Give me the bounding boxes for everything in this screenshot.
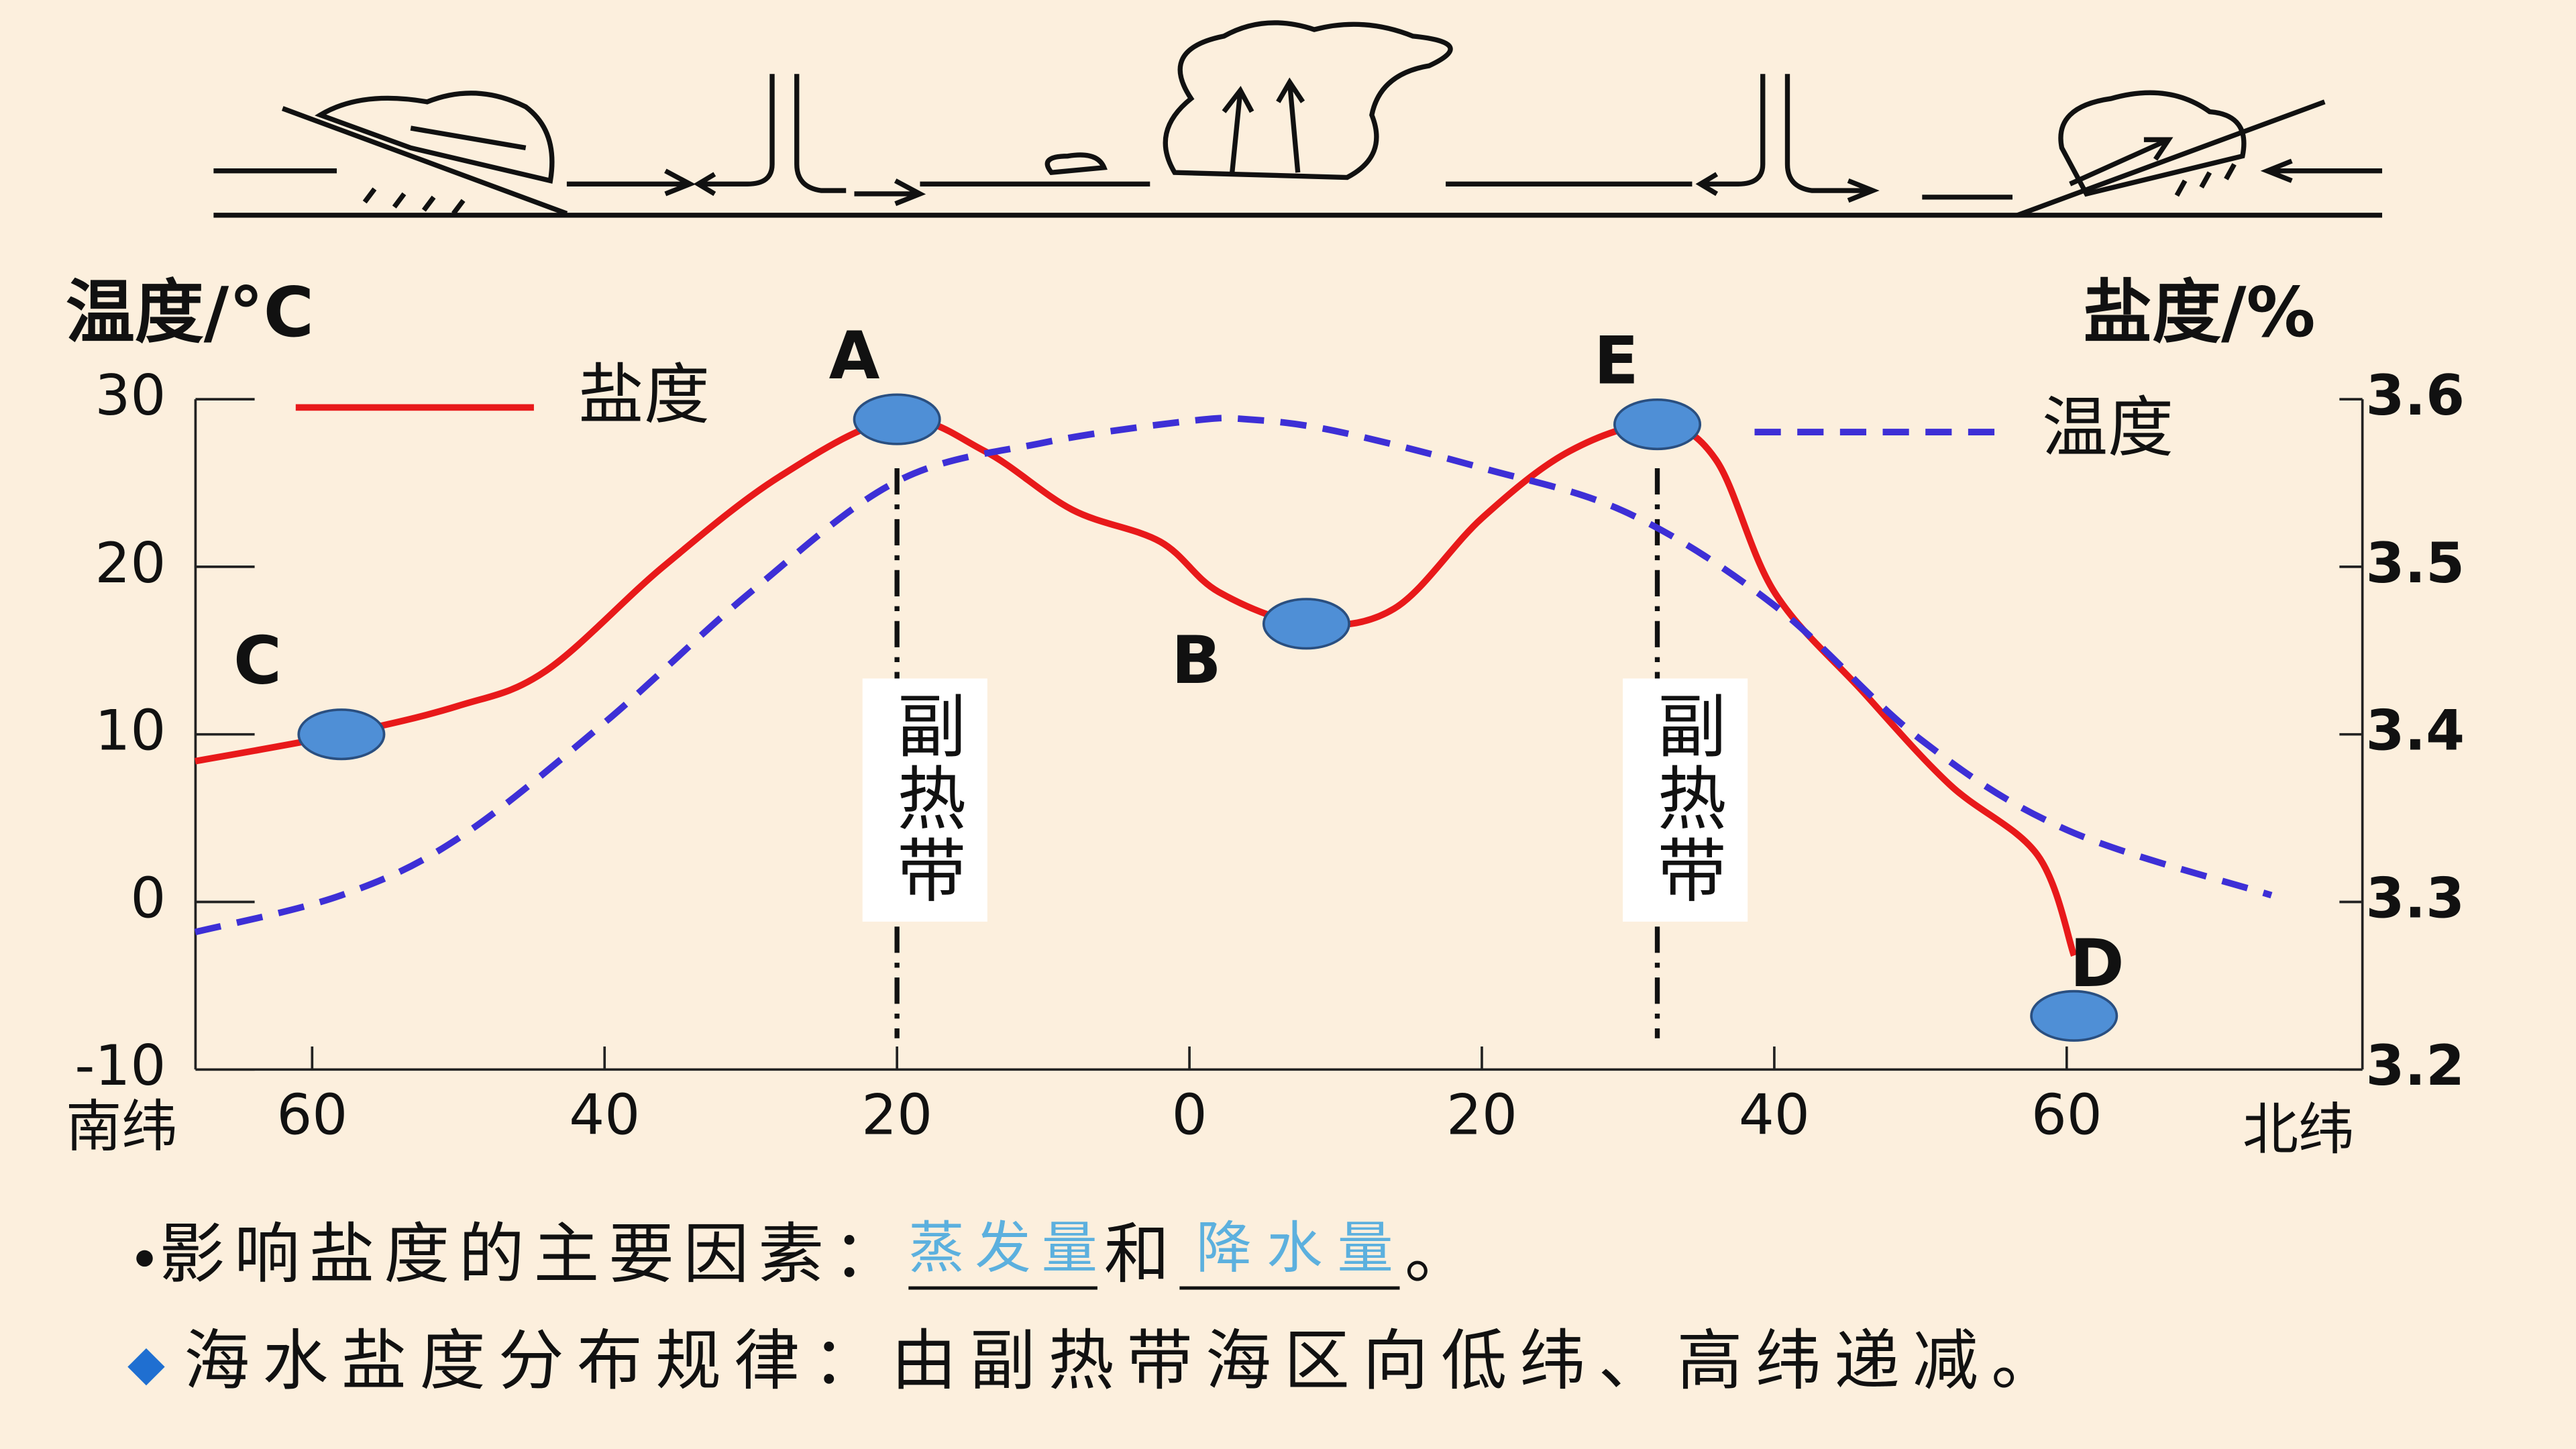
y2-tick-label: 3.6 <box>2366 363 2465 428</box>
x-tick-label: 20 <box>861 1083 932 1148</box>
point-label: A <box>829 318 880 394</box>
point-marker <box>2030 989 2118 1042</box>
y-tick-label: 0 <box>130 865 166 930</box>
x-tick-label: 0 <box>1172 1083 1208 1148</box>
point-marker <box>1613 398 1702 451</box>
subtropic-label: 副热带 <box>1646 690 1725 907</box>
x-tick-label: 40 <box>1739 1083 1810 1148</box>
point-label: D <box>2070 926 2124 1002</box>
y-tick-label: -10 <box>74 1033 166 1098</box>
series-line <box>194 415 2273 936</box>
note-text: 和 <box>1104 1216 1170 1293</box>
bullet <box>136 1250 153 1267</box>
x-tick-label: 40 <box>569 1083 640 1148</box>
circulation-illustration <box>213 20 2383 218</box>
legend-label: 盐度 <box>578 357 710 433</box>
x-tick-label: 60 <box>2031 1083 2102 1148</box>
y2-tick-label: 3.4 <box>2366 698 2465 763</box>
y2-tick-label: 3.3 <box>2366 865 2465 930</box>
point-label: C <box>233 623 282 700</box>
x-tick-label: 60 <box>276 1083 347 1148</box>
label-box <box>1623 678 1748 922</box>
point-label: E <box>1594 323 1639 399</box>
diamond-bullet <box>127 1348 165 1386</box>
label-box <box>862 678 987 922</box>
x-end-label: 北纬 <box>2243 1097 2355 1163</box>
note-answer: 蒸发量 <box>908 1216 1097 1281</box>
x-tick-label: 20 <box>1446 1083 1517 1148</box>
legend-label: 温度 <box>2042 390 2174 466</box>
point-marker <box>1262 598 1350 650</box>
note-answer: 降水量 <box>1196 1216 1393 1281</box>
y2-tick-label: 3.5 <box>2366 531 2465 596</box>
point-label: B <box>1171 623 1222 699</box>
y2-axis-title: 盐度/% <box>2083 273 2315 353</box>
x-start-label: 南纬 <box>66 1094 178 1159</box>
y2-tick-label: 3.2 <box>2366 1033 2465 1098</box>
y-tick-label: 20 <box>95 531 166 596</box>
point-marker <box>853 393 941 445</box>
note-text: 。 <box>1405 1216 1470 1293</box>
y-tick-label: 10 <box>95 698 166 763</box>
y-tick-label: 30 <box>95 363 166 428</box>
y-axis-title: 温度/°C <box>66 273 314 353</box>
subtropic-label: 副热带 <box>885 690 965 907</box>
point-marker <box>297 708 386 761</box>
